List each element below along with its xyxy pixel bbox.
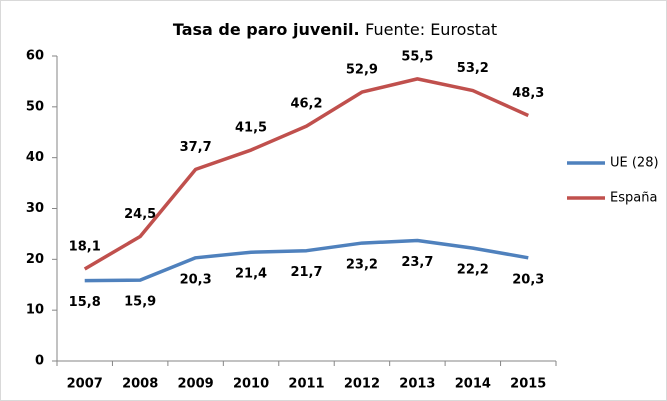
data-label: 37,7 (180, 140, 212, 155)
data-label: 21,7 (290, 265, 322, 280)
y-tick-label: 0 (35, 354, 44, 369)
x-tick-label: 2008 (122, 377, 158, 392)
x-tick-label: 2013 (399, 377, 435, 392)
data-label: 20,3 (180, 272, 212, 287)
y-tick-label: 10 (26, 303, 44, 318)
x-tick-label: 2009 (178, 377, 214, 392)
x-tick-label: 2014 (455, 377, 491, 392)
y-tick-label: 40 (26, 150, 44, 165)
x-tick-label: 2007 (67, 377, 103, 392)
data-label: 15,8 (69, 295, 101, 310)
x-tick-label: 2012 (344, 377, 380, 392)
data-label: 41,5 (235, 121, 267, 136)
data-label: 55,5 (401, 49, 433, 64)
legend-label: UE (28) (610, 156, 659, 171)
x-tick-label: 2015 (510, 377, 546, 392)
x-tick-label: 2011 (288, 377, 324, 392)
data-label: 18,1 (69, 239, 101, 254)
x-tick-label: 2010 (233, 377, 269, 392)
data-label: 22,2 (457, 263, 489, 278)
y-tick-label: 50 (26, 99, 44, 114)
data-label: 15,9 (124, 295, 156, 310)
chart-title: Tasa de paro juvenil. Fuente: Eurostat (173, 20, 497, 39)
subtitle: Fuente: Eurostat (365, 20, 497, 39)
data-label: 24,5 (124, 207, 156, 222)
data-label: 48,3 (512, 86, 544, 101)
data-label: 23,7 (401, 255, 433, 270)
y-tick-label: 60 (26, 49, 44, 64)
title: Tasa de paro juvenil. (173, 20, 360, 39)
y-tick-label: 20 (26, 252, 44, 267)
y-tick-label: 30 (26, 201, 44, 216)
data-label: 46,2 (290, 97, 322, 112)
data-label: 52,9 (346, 63, 378, 78)
data-label: 23,2 (346, 258, 378, 273)
legend-label: España (610, 191, 657, 206)
series-line (84, 238, 529, 283)
data-label: 21,4 (235, 267, 267, 282)
data-label: 20,3 (512, 272, 544, 287)
data-label: 53,2 (457, 61, 489, 76)
series-line (83, 77, 529, 271)
